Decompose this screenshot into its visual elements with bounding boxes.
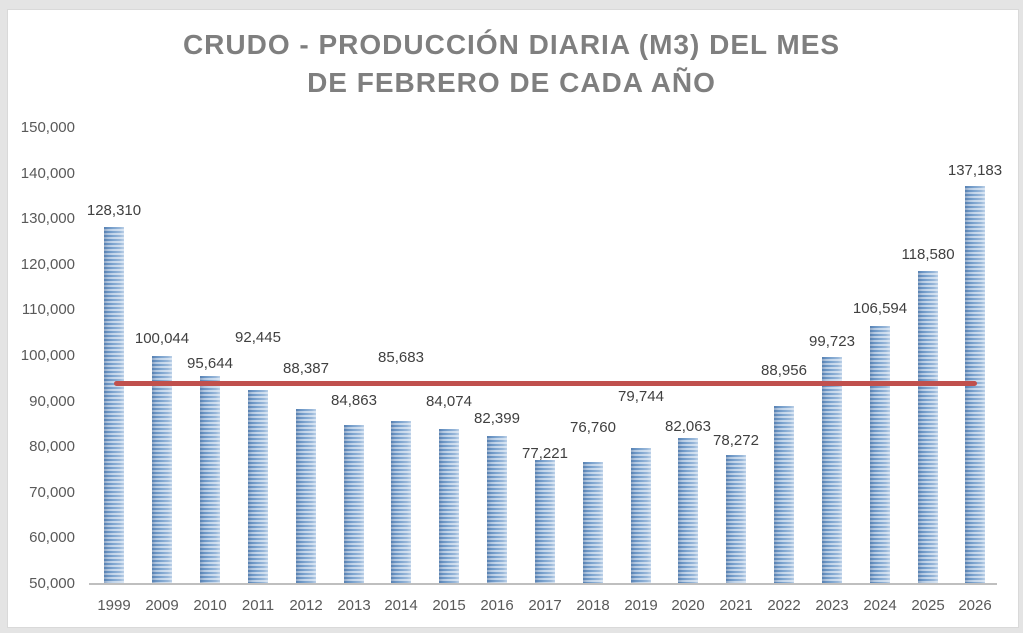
bar <box>152 356 172 584</box>
x-axis-tick-label: 2026 <box>958 597 992 614</box>
bar-value-label: 99,723 <box>809 333 855 350</box>
bar <box>296 409 316 584</box>
average-reference-line <box>114 381 977 386</box>
chart-title: CRUDO - PRODUCCIÓN DIARIA (M3) DEL MES D… <box>0 26 1023 102</box>
x-axis-tick-label: 2024 <box>863 597 897 614</box>
y-axis-tick-label: 100,000 <box>20 347 75 364</box>
bar-value-label: 84,863 <box>331 392 377 409</box>
x-axis-tick-label: 2012 <box>289 597 323 614</box>
x-axis-tick-label: 2017 <box>528 597 562 614</box>
bar-value-label: 82,399 <box>474 410 520 427</box>
bar-value-label: 79,744 <box>618 388 664 405</box>
bar <box>200 376 220 584</box>
x-axis-tick-label: 1999 <box>97 597 131 614</box>
bar-value-label: 128,310 <box>86 202 142 219</box>
chart-title-line2: DE FEBRERO DE CADA AÑO <box>307 67 716 98</box>
y-axis-tick-label: 130,000 <box>20 210 75 227</box>
bar <box>583 462 603 584</box>
bar <box>726 455 746 584</box>
x-axis-tick-label: 2010 <box>193 597 227 614</box>
bar-value-label: 77,221 <box>522 445 568 462</box>
bar <box>822 357 842 584</box>
x-axis-tick-label: 2014 <box>384 597 418 614</box>
x-axis-tick-label: 2009 <box>145 597 179 614</box>
bar-value-label: 76,760 <box>570 419 616 436</box>
bar <box>344 425 364 584</box>
bar-value-label: 88,956 <box>761 362 807 379</box>
chart-surface <box>7 9 1019 628</box>
bar <box>918 271 938 584</box>
bar <box>487 436 507 584</box>
bar <box>631 448 651 584</box>
x-axis-tick-label: 2011 <box>241 597 275 614</box>
chart-title-line1: CRUDO - PRODUCCIÓN DIARIA (M3) DEL MES <box>182 29 841 60</box>
bar <box>678 438 698 584</box>
x-axis-line <box>89 583 997 585</box>
bar-value-label: 92,445 <box>235 329 281 346</box>
x-axis-tick-label: 2015 <box>432 597 466 614</box>
bar <box>391 421 411 584</box>
y-axis-tick-label: 120,000 <box>20 256 75 273</box>
bar-value-label: 84,074 <box>426 393 472 410</box>
y-axis-tick-label: 140,000 <box>20 165 75 182</box>
x-axis-tick-label: 2016 <box>480 597 514 614</box>
y-axis-tick-label: 60,000 <box>29 529 75 546</box>
y-axis-tick-label: 150,000 <box>20 119 75 136</box>
x-axis-tick-label: 2013 <box>337 597 371 614</box>
bar-value-label: 106,594 <box>852 300 908 317</box>
bar-value-label: 85,683 <box>378 349 424 366</box>
y-axis-tick-label: 70,000 <box>29 484 75 501</box>
bar-value-label: 118,580 <box>901 246 955 263</box>
x-axis-tick-label: 2025 <box>911 597 945 614</box>
y-axis-tick-label: 90,000 <box>29 393 75 410</box>
y-axis-tick-label: 110,000 <box>21 301 75 318</box>
x-axis-tick-label: 2023 <box>815 597 849 614</box>
bar-value-label: 95,644 <box>187 355 233 372</box>
y-axis-tick-label: 50,000 <box>29 575 75 592</box>
y-axis-tick-label: 80,000 <box>29 438 75 455</box>
bar <box>439 429 459 584</box>
bar <box>774 406 794 584</box>
bar-value-label: 82,063 <box>665 418 711 435</box>
bar <box>870 326 890 584</box>
bar <box>248 390 268 584</box>
bar <box>104 227 124 584</box>
x-axis-tick-label: 2022 <box>767 597 801 614</box>
x-axis-tick-label: 2019 <box>624 597 658 614</box>
x-axis-tick-label: 2018 <box>576 597 610 614</box>
bar-value-label: 100,044 <box>134 330 190 347</box>
bar-value-label: 78,272 <box>713 432 759 449</box>
bar <box>535 460 555 584</box>
bar-value-label: 88,387 <box>283 360 329 377</box>
x-axis-tick-label: 2021 <box>719 597 753 614</box>
bar-value-label: 137,183 <box>947 162 1003 179</box>
x-axis-tick-label: 2020 <box>671 597 705 614</box>
